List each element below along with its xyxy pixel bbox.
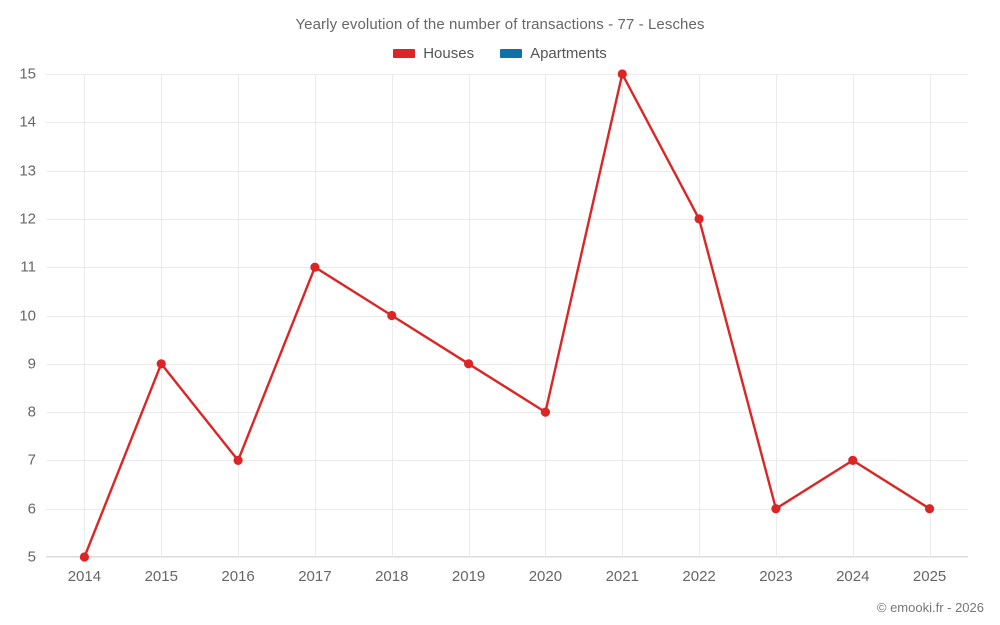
x-tick-label: 2016	[221, 568, 255, 585]
legend-item-houses[interactable]: Houses	[393, 45, 474, 62]
legend-item-apartments[interactable]: Apartments	[500, 45, 607, 62]
y-tick-label: 7	[27, 451, 36, 469]
legend-swatch-houses	[393, 49, 416, 58]
x-tick-label: 2019	[451, 568, 486, 585]
y-tick-label: 11	[20, 258, 36, 276]
footer-credit: © emooki.fr - 2026	[876, 600, 984, 615]
x-tick-label: 2014	[67, 568, 102, 585]
chart-legend: Houses Apartments	[0, 45, 1000, 62]
legend-swatch-apartments	[500, 49, 523, 58]
x-tick-label: 2018	[375, 568, 409, 585]
y-axis: 15 14 13 12 11 10 9 8 7 6 5	[0, 66, 1000, 566]
x-tick-label: 2023	[759, 568, 793, 585]
y-tick-label: 14	[19, 113, 36, 131]
x-tick-label: 2020	[528, 568, 563, 585]
y-tick-label: 13	[19, 162, 36, 180]
y-tick-label: 15	[19, 65, 36, 83]
y-tick-label: 9	[27, 355, 36, 373]
x-tick-label: 2015	[144, 568, 178, 585]
y-tick-label: 8	[27, 403, 36, 421]
legend-label: Apartments	[530, 45, 607, 62]
y-tick-label: 5	[27, 548, 36, 566]
x-tick-label: 2025	[912, 568, 947, 585]
y-tick-label: 6	[27, 500, 36, 518]
y-tick-label: 10	[19, 307, 36, 324]
x-tick-label: 2024	[836, 568, 870, 585]
gridline-horizontal	[46, 557, 968, 558]
x-tick-label: 2021	[605, 568, 639, 585]
x-tick-label: 2022	[682, 568, 716, 585]
legend-label: Houses	[423, 45, 475, 62]
chart-title: Yearly evolution of the number of transa…	[295, 16, 705, 33]
y-tick-label: 12	[19, 210, 36, 228]
x-tick-label: 2017	[298, 568, 332, 585]
